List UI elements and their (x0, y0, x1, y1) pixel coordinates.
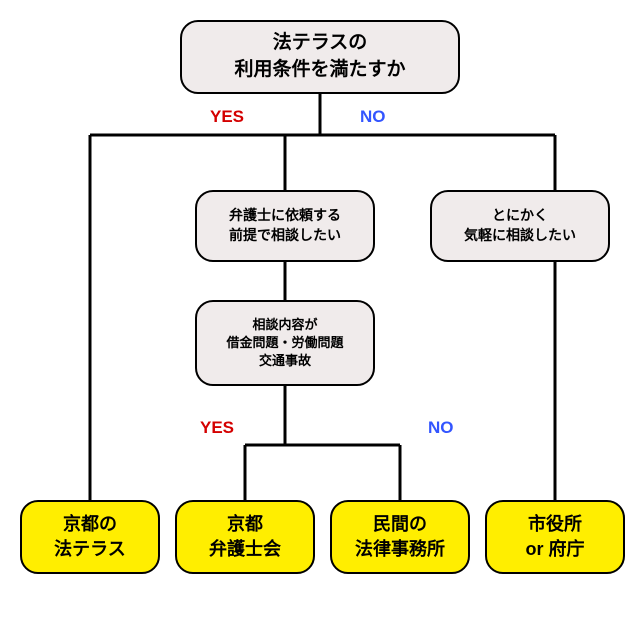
edge-label-root-yes: YES (210, 107, 244, 127)
terminal-lawfirm: 民間の法律事務所 (330, 500, 470, 574)
node-line: 京都の (63, 512, 117, 537)
decision-lawyer-premise: 弁護士に依頼する前提で相談したい (195, 190, 375, 262)
node-line: とにかく (492, 206, 548, 226)
node-line: 前提で相談したい (229, 226, 341, 246)
node-line: 法テラスの (273, 30, 368, 57)
root-decision: 法テラスの利用条件を満たすか (180, 20, 460, 94)
node-line: 気軽に相談したい (464, 226, 576, 246)
terminal-bengoshikai: 京都弁護士会 (175, 500, 315, 574)
node-line: 弁護士会 (209, 537, 281, 562)
edge-label-root-no: NO (360, 107, 386, 127)
decision-casual: とにかく気軽に相談したい (430, 190, 610, 262)
node-line: 民間の (373, 512, 427, 537)
node-line: 法テラス (54, 537, 126, 562)
terminal-houterasu: 京都の法テラス (20, 500, 160, 574)
node-line: 市役所 (528, 512, 582, 537)
node-line: 借金問題・労働問題 (226, 334, 343, 352)
node-line: 交通事故 (259, 352, 311, 370)
node-line: 弁護士に依頼する (229, 206, 341, 226)
node-line: or 府庁 (525, 537, 584, 562)
edge-label-n3-no: NO (428, 418, 454, 438)
decision-topic: 相談内容が借金問題・労働問題交通事故 (195, 300, 375, 386)
node-line: 法律事務所 (355, 537, 445, 562)
node-line: 京都 (227, 512, 263, 537)
node-line: 相談内容が (252, 316, 317, 334)
edge-label-n3-yes: YES (200, 418, 234, 438)
node-line: 利用条件を満たすか (234, 57, 405, 84)
terminal-cityhall: 市役所or 府庁 (485, 500, 625, 574)
